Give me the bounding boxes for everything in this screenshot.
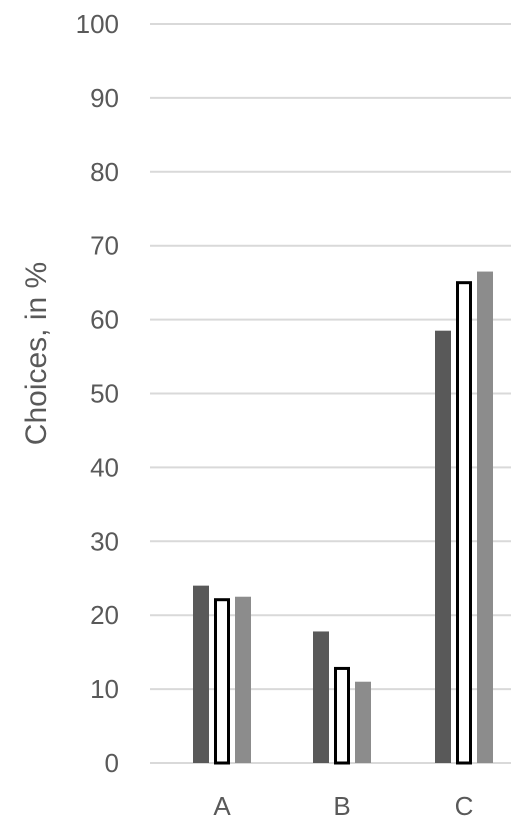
x-category-label: B — [333, 791, 350, 821]
bar-c-series-1 — [435, 330, 451, 763]
gridlines — [150, 23, 511, 764]
y-tick-label: 30 — [90, 526, 119, 556]
y-axis-tick-labels: 0 10 20 30 40 50 60 70 80 90 100 — [76, 9, 119, 778]
y-tick-label: 90 — [90, 83, 119, 113]
y-tick-label: 20 — [90, 600, 119, 630]
y-tick-label: 40 — [90, 452, 119, 482]
bar-c-series-3 — [477, 271, 493, 763]
bar-a-series-1 — [193, 585, 209, 763]
x-category-label: C — [455, 791, 474, 821]
bar-c-series-2 — [456, 281, 472, 765]
x-axis-category-labels: A B C — [213, 791, 473, 821]
bar-b-series-3 — [355, 681, 371, 763]
y-tick-label: 50 — [90, 379, 119, 409]
y-tick-label: 10 — [90, 674, 119, 704]
y-axis-title: Choices, in % — [20, 262, 53, 445]
bar-b-series-1 — [313, 631, 329, 763]
y-tick-label: 70 — [90, 231, 119, 261]
y-tick-label: 60 — [90, 305, 119, 335]
bar-a-series-2 — [214, 598, 230, 765]
y-tick-label: 80 — [90, 157, 119, 187]
y-tick-label: 0 — [105, 748, 119, 778]
bar-b-series-2 — [334, 666, 350, 765]
bar-a-series-3 — [235, 596, 251, 763]
x-category-label: A — [213, 791, 231, 821]
bars — [193, 271, 493, 765]
y-tick-label: 100 — [76, 9, 119, 39]
